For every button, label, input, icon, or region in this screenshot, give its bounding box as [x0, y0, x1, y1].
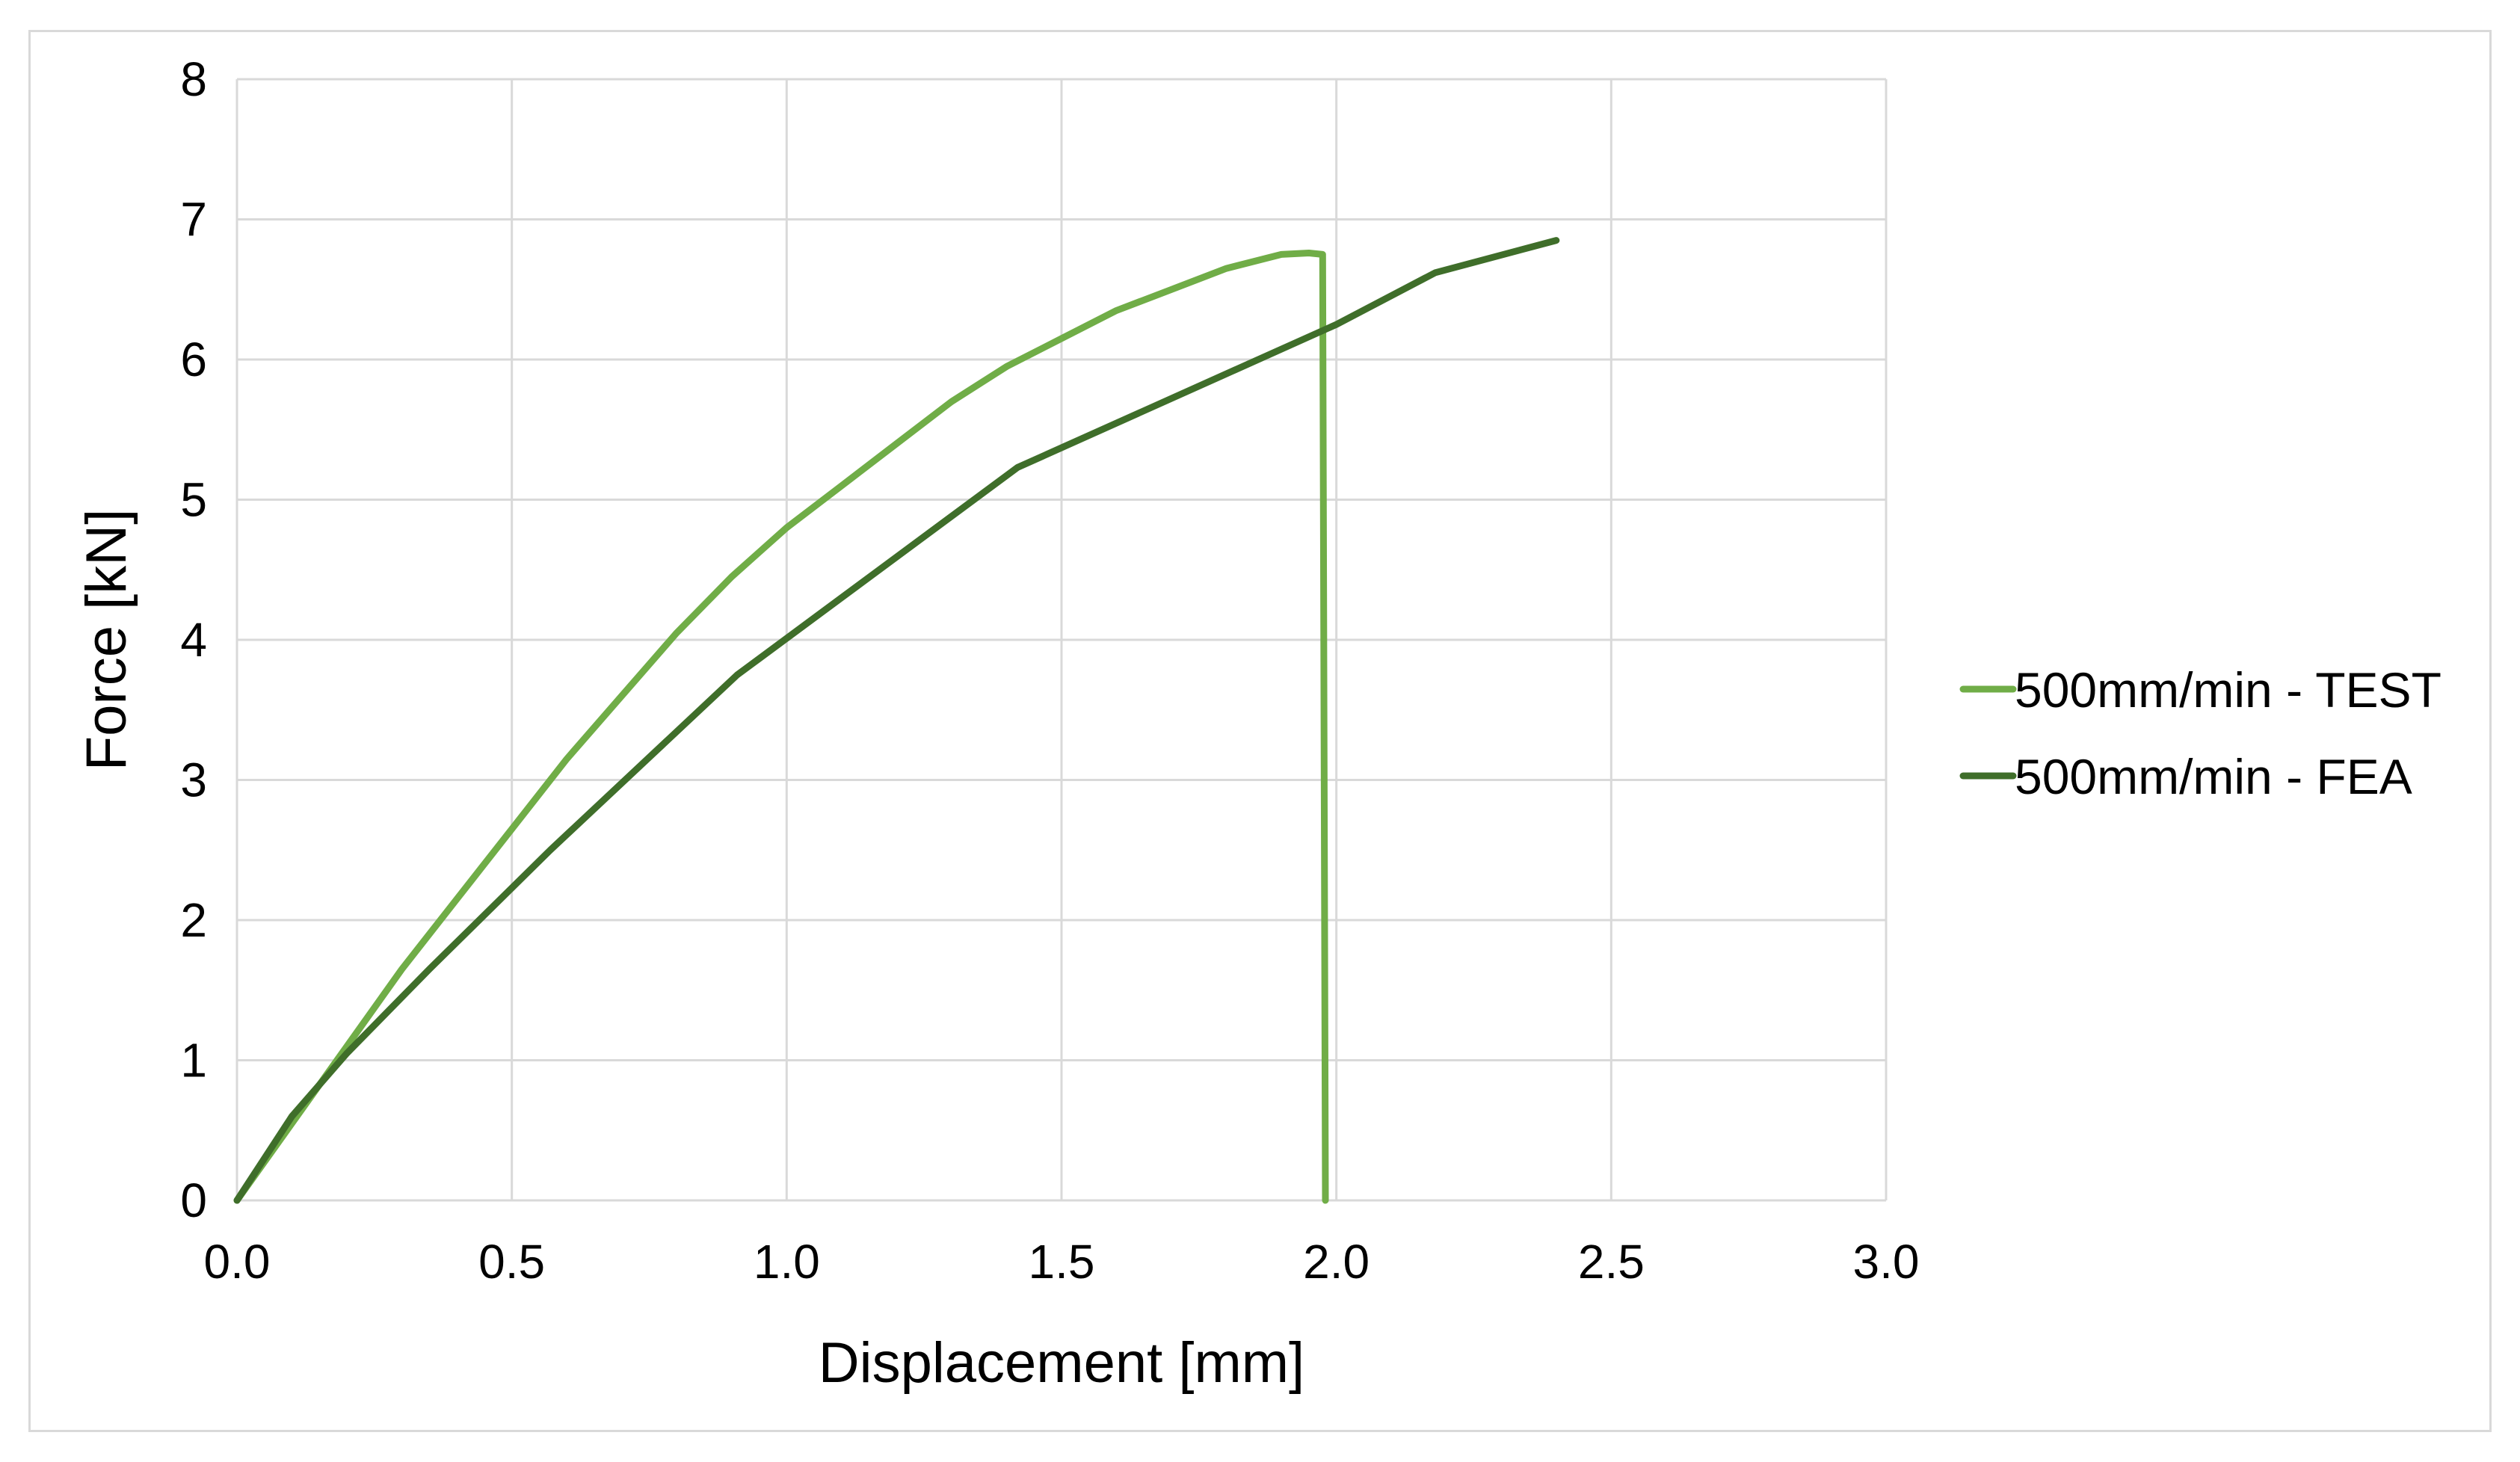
y-axis-title: Force [kN]	[75, 509, 138, 771]
x-tick-label: 0.0	[204, 1235, 271, 1289]
x-tick-label: 1.0	[754, 1235, 820, 1289]
x-tick-label: 2.5	[1578, 1235, 1645, 1289]
gridlines	[235, 78, 1888, 1202]
series-layer	[233, 237, 1560, 1204]
x-tick-label: 1.5	[1029, 1235, 1095, 1289]
y-tick-label: 1	[180, 1034, 207, 1088]
y-tick-label: 2	[180, 893, 207, 947]
y-tick-label: 0	[180, 1173, 207, 1227]
x-tick-label: 3.0	[1853, 1235, 1920, 1289]
legend-label-test: 500mm/min - TEST	[2015, 662, 2442, 718]
y-tick-label: 3	[180, 753, 207, 807]
legend: 500mm/min - TEST 500mm/min - FEA	[1959, 662, 2442, 804]
y-tick-label: 6	[180, 333, 207, 386]
legend-label-fea: 500mm/min - FEA	[2015, 749, 2412, 804]
y-tick-label: 7	[180, 193, 207, 247]
x-axis-title: Displacement [mm]	[819, 1331, 1304, 1395]
chart-frame	[28, 30, 2492, 1432]
y-tick-label: 4	[180, 613, 207, 667]
series-line-fea	[233, 237, 1560, 1204]
x-tick-label: 0.5	[478, 1235, 545, 1289]
x-tick-label: 2.0	[1303, 1235, 1370, 1289]
tick-labels: 0 1 2 3 4 5 6 7 8 0.0 0.5 1.0 1.5 2.0 2.5 3.0	[180, 52, 1919, 1289]
y-tick-label: 8	[180, 52, 207, 106]
y-tick-label: 5	[180, 473, 207, 527]
series-line-test	[233, 250, 1329, 1204]
